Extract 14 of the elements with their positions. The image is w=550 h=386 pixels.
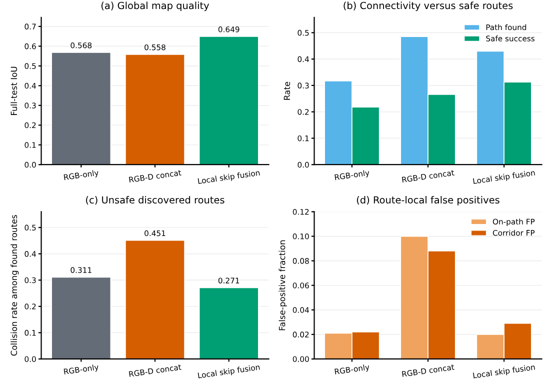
y-axis-title: Collision rate among found routes: [10, 214, 19, 356]
bar: [125, 240, 185, 359]
y-axis-title: Rate: [284, 82, 290, 100]
bar: [198, 287, 259, 359]
bar: [125, 54, 185, 165]
chart-title: (d) Route-local false positives: [356, 196, 500, 206]
y-axis-title: False-positive fraction: [278, 240, 287, 330]
bar: [198, 36, 259, 165]
chart-title: (a) Global map quality: [101, 2, 210, 12]
chart-title: (c) Unsafe discovered routes: [86, 196, 224, 205]
chart-title: (b) Connectivity versus safe routes: [344, 2, 513, 12]
bar: [51, 276, 112, 359]
bar: [51, 52, 112, 165]
y-axis-title: Full-test IoU: [10, 66, 18, 115]
